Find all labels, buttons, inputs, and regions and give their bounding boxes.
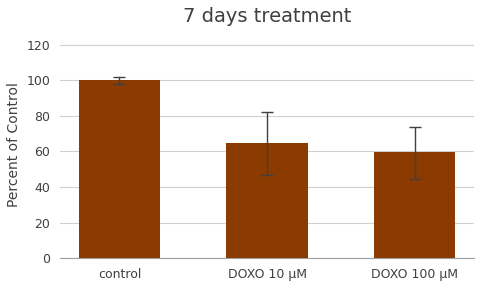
- Bar: [373, 152, 454, 258]
- Bar: [79, 80, 160, 258]
- Bar: [226, 143, 307, 258]
- Y-axis label: Percent of Control: Percent of Control: [7, 82, 21, 207]
- Title: 7 days treatment: 7 days treatment: [182, 7, 350, 26]
